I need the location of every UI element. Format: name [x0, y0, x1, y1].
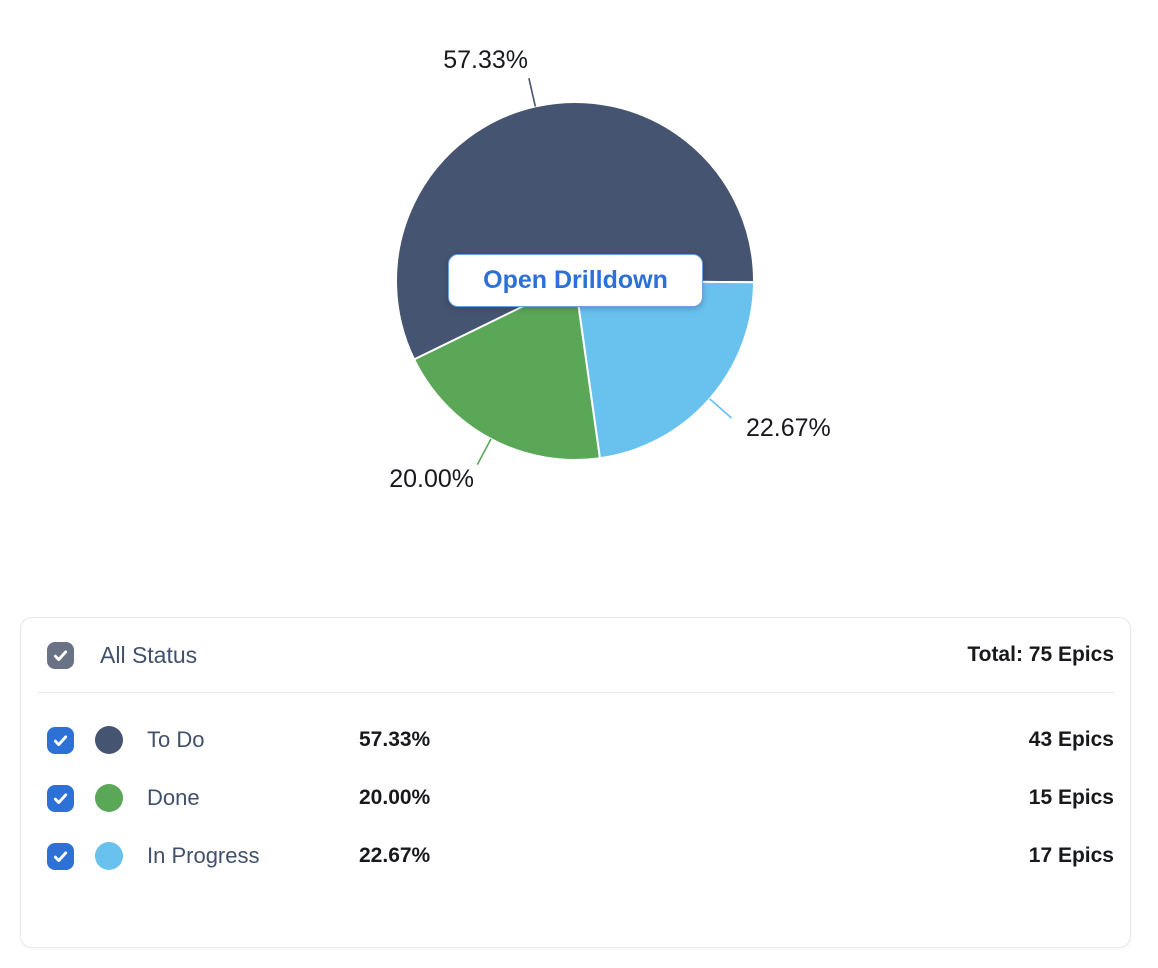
legend-row-done: Done 20.00% 15 Epics: [21, 769, 1130, 827]
checkmark-icon: [53, 734, 68, 746]
open-drilldown-button[interactable]: Open Drilldown: [448, 254, 703, 307]
done-color-swatch: [95, 784, 123, 812]
legend-row-in-progress: In Progress 22.67% 17 Epics: [21, 827, 1130, 885]
done-label: Done: [147, 785, 200, 810]
in-progress-epic-count: 17 Epics: [1028, 844, 1114, 867]
pie-label-todo: 57.33%: [443, 46, 528, 74]
done-percent: 20.00%: [359, 786, 431, 809]
in-progress-color-swatch: [95, 842, 123, 870]
todo-checkbox[interactable]: [47, 726, 74, 754]
in-progress-percent: 22.67%: [359, 844, 431, 867]
legend-rows: To Do 57.33% 43 Epics Done 20.00% 15 Epi…: [21, 693, 1130, 885]
todo-percent: 57.33%: [359, 728, 431, 751]
legend-header-row: All Status Total: 75 Epics: [21, 618, 1130, 692]
checkmark-icon: [53, 649, 68, 661]
status-legend-panel: All Status Total: 75 Epics To Do 57.33% …: [20, 617, 1131, 948]
done-epic-count: 15 Epics: [1028, 786, 1114, 809]
pie-label-done: 20.00%: [389, 465, 474, 493]
pie-chart-area: 57.33% 22.67% 20.00% Open Drilldown: [389, 46, 831, 493]
all-status-checkbox[interactable]: [47, 641, 74, 669]
total-epics-label: Total: 75 Epics: [967, 643, 1114, 666]
in-progress-label: In Progress: [147, 843, 260, 868]
checkmark-icon: [53, 792, 68, 804]
pie-label-in-progress: 22.67%: [746, 414, 831, 442]
legend-row-todo: To Do 57.33% 43 Epics: [21, 711, 1130, 769]
all-status-label: All Status: [100, 641, 198, 668]
todo-epic-count: 43 Epics: [1028, 728, 1114, 751]
header-divider: [38, 692, 1114, 693]
done-checkbox[interactable]: [47, 784, 74, 812]
in-progress-checkbox[interactable]: [47, 842, 74, 870]
todo-label: To Do: [147, 727, 205, 752]
checkmark-icon: [53, 850, 68, 862]
todo-color-swatch: [95, 726, 123, 754]
